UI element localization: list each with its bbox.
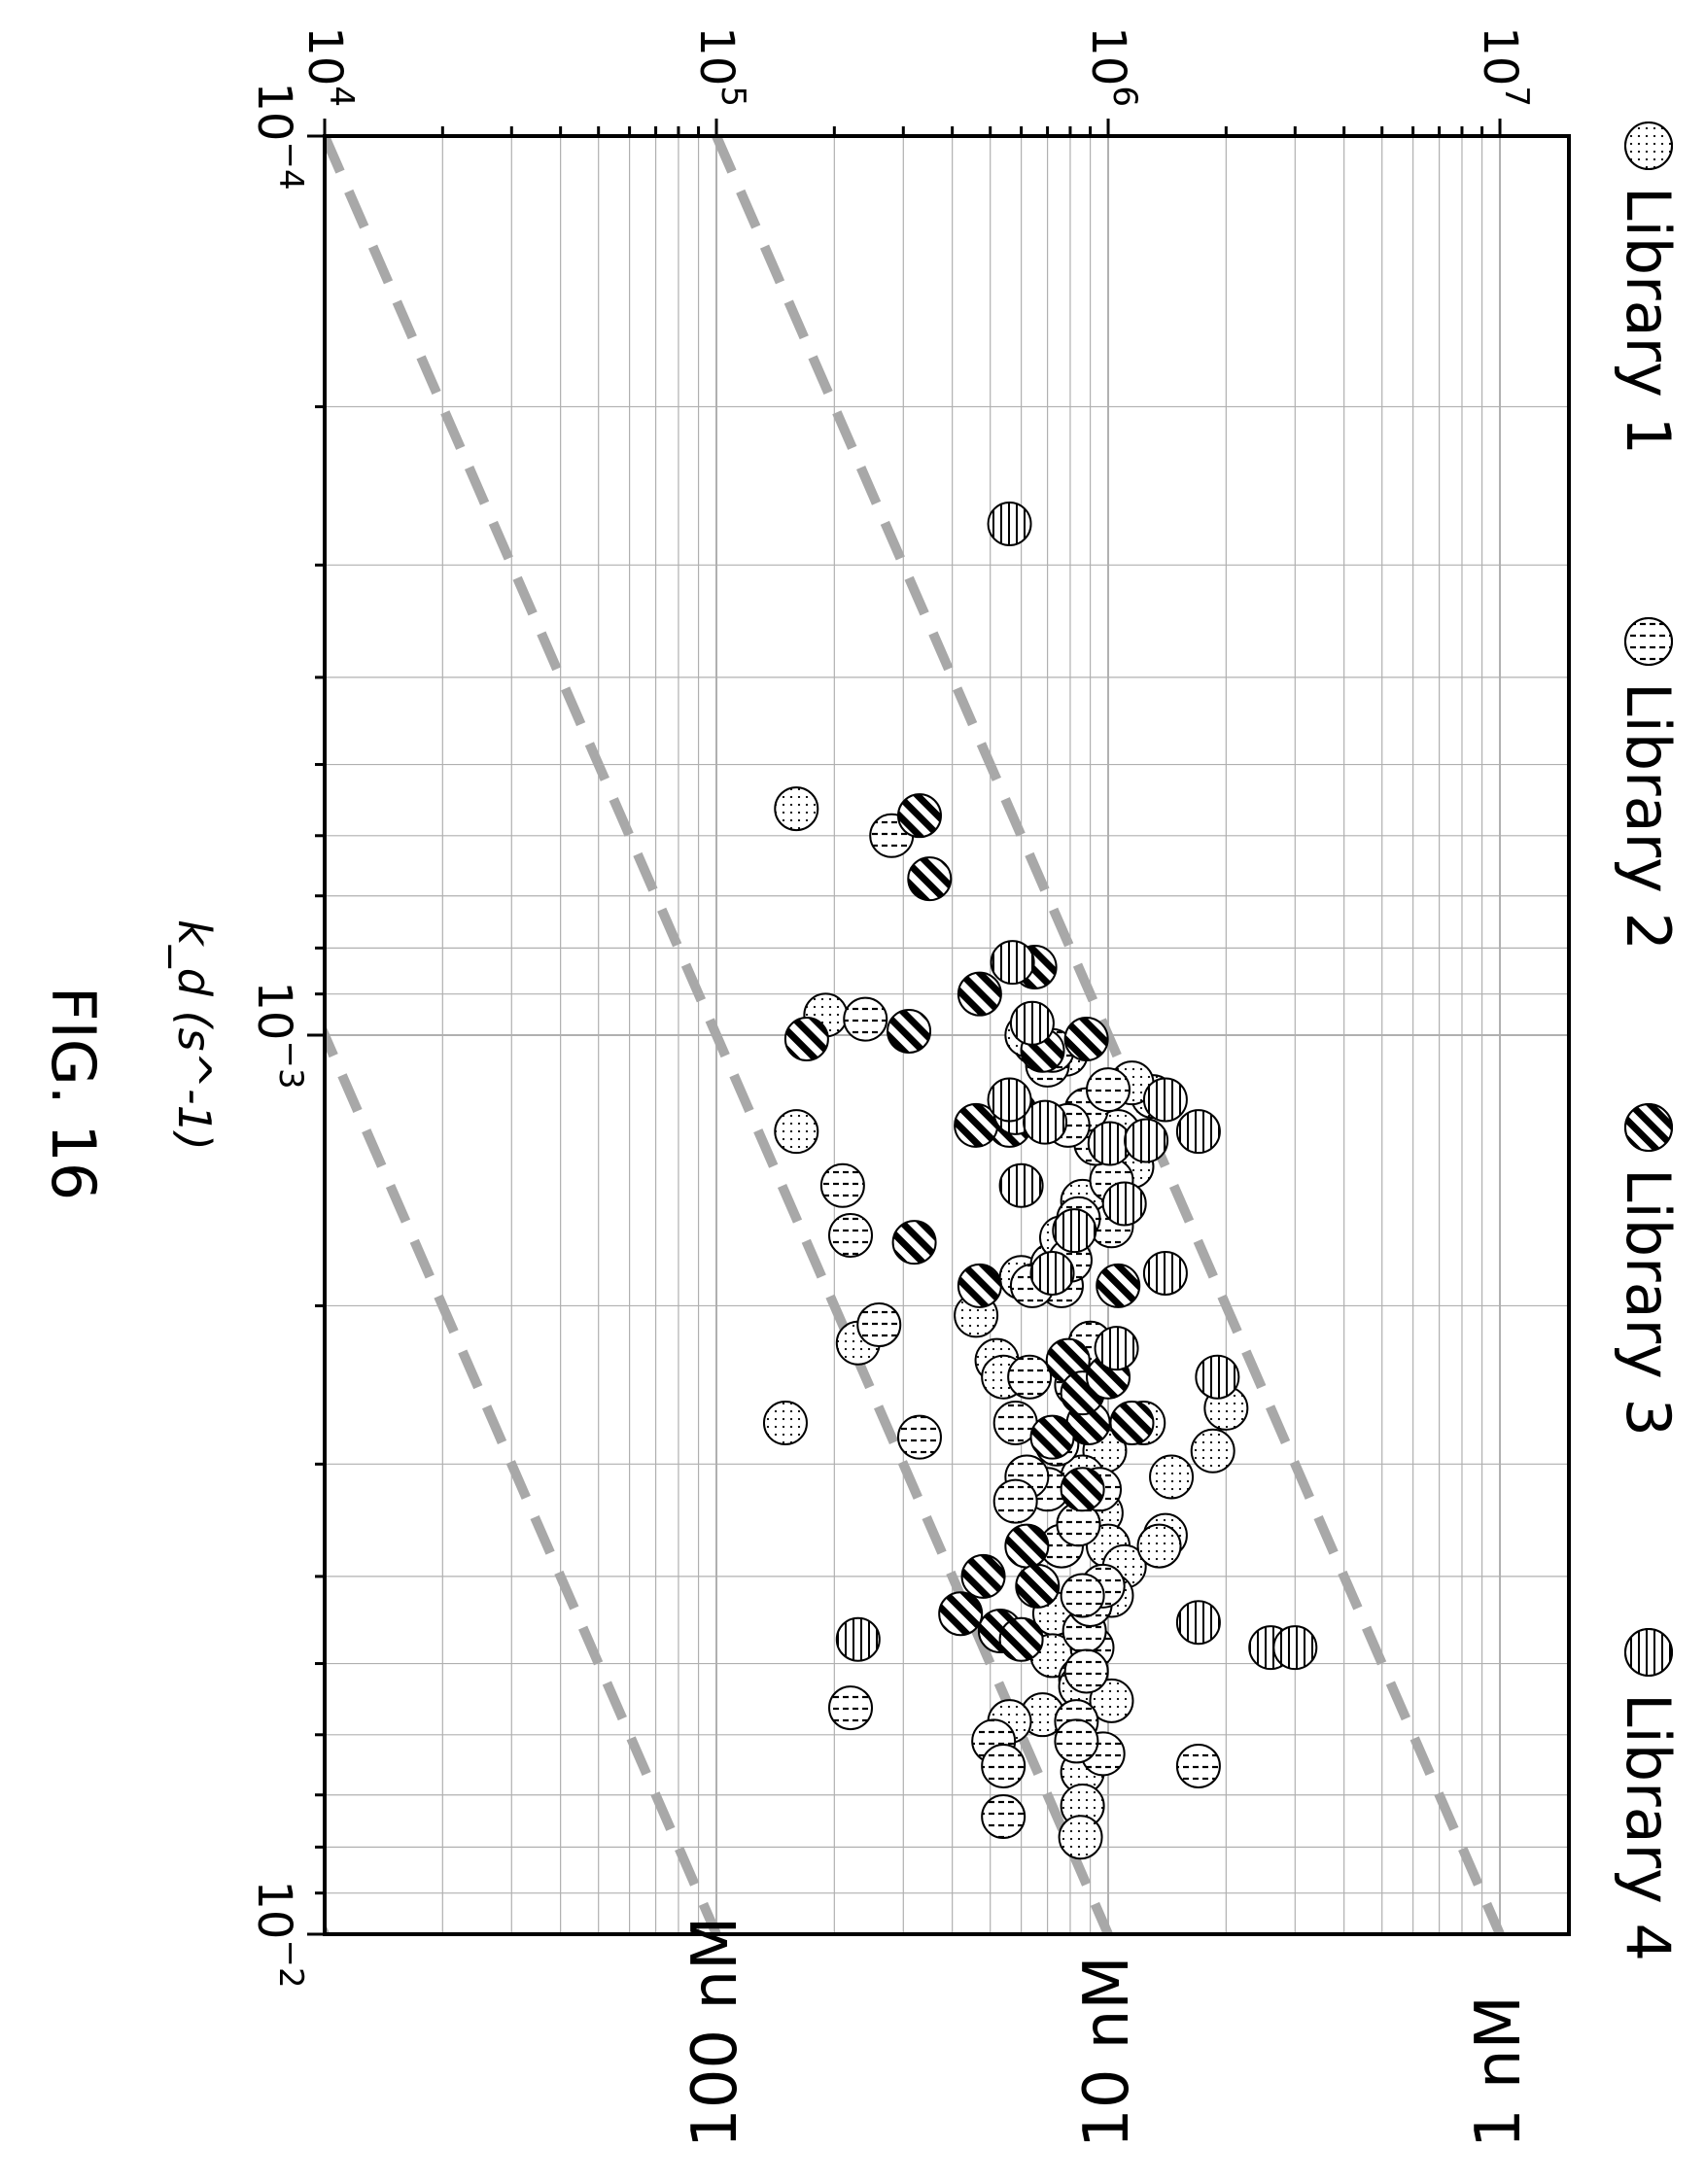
data-point-library-4 xyxy=(987,502,1032,547)
data-point-library-3 xyxy=(998,1616,1044,1662)
data-point-library-3 xyxy=(960,1553,1006,1599)
x-tick-label: 10−3 xyxy=(247,981,310,1089)
data-point-library-1 xyxy=(1190,1428,1235,1473)
y-tick-label: 104 xyxy=(297,26,361,107)
y-tick-label: 105 xyxy=(689,26,752,107)
data-point-library-2 xyxy=(1060,1573,1105,1618)
data-point-library-4 xyxy=(835,1616,881,1662)
data-point-library-3 xyxy=(938,1591,984,1637)
data-point-library-2 xyxy=(1063,1648,1109,1694)
data-point-library-4 xyxy=(1142,1077,1188,1123)
data-point-library-3 xyxy=(1004,1523,1050,1569)
data-point-library-2 xyxy=(843,996,888,1042)
data-point-library-2 xyxy=(981,1794,1026,1840)
data-point-library-4 xyxy=(1052,1208,1097,1254)
data-point-library-4 xyxy=(1175,1600,1221,1646)
data-point-library-3 xyxy=(907,856,953,902)
iso-line xyxy=(325,136,721,1934)
data-point-library-4 xyxy=(990,940,1035,986)
data-point-library-3 xyxy=(1015,1563,1061,1609)
data-point-library-3 xyxy=(957,971,1002,1017)
data-point-library-2 xyxy=(1007,1354,1053,1400)
x-tick-label: 10−2 xyxy=(247,1880,310,1988)
data-point-library-3 xyxy=(783,1016,829,1061)
data-point-library-3 xyxy=(1109,1401,1155,1446)
legend-marker-library-2 xyxy=(1624,617,1673,666)
data-point-library-2 xyxy=(992,1478,1038,1524)
data-point-library-3 xyxy=(957,1263,1002,1308)
data-point-library-3 xyxy=(891,1220,937,1265)
data-point-library-1 xyxy=(774,786,819,832)
legend: Library 1 Library 2 Library 3 Library 4 xyxy=(1613,121,1684,1961)
data-point-library-2 xyxy=(856,1302,902,1348)
data-point-library-4 xyxy=(1124,1118,1169,1163)
figure-caption-group: FIG. 16 xyxy=(38,987,109,1200)
x-tick-label: 10−4 xyxy=(247,82,310,190)
legend-marker-library-4 xyxy=(1624,1628,1673,1677)
data-point-library-2 xyxy=(1086,1067,1131,1113)
data-point-library-4 xyxy=(1009,1000,1055,1046)
data-point-library-4 xyxy=(987,1077,1032,1123)
data-point-library-3 xyxy=(1029,1414,1075,1460)
data-point-library-4 xyxy=(1094,1326,1139,1371)
iso-line-label: 1 nM xyxy=(1463,1995,1535,2148)
data-point-library-1 xyxy=(762,1401,808,1446)
grid xyxy=(324,135,1569,1934)
legend-marker-library-1 xyxy=(1624,121,1673,170)
legend-label-library-1: Library 1 xyxy=(1613,187,1684,455)
y-tick-label: 107 xyxy=(1473,26,1536,107)
data-point-library-2 xyxy=(828,1213,874,1259)
data-point-library-4 xyxy=(1029,1250,1075,1296)
data-point-library-1 xyxy=(1136,1523,1182,1569)
data-point-library-2 xyxy=(896,1414,942,1460)
legend-label-library-2: Library 2 xyxy=(1613,682,1684,951)
y-tick-label: 106 xyxy=(1081,26,1144,107)
data-point-library-2 xyxy=(1175,1743,1221,1788)
data-point-library-4 xyxy=(1142,1250,1188,1296)
data-point-library-4 xyxy=(1175,1109,1221,1155)
data-point-library-2 xyxy=(819,1162,865,1208)
data-point-library-2 xyxy=(981,1743,1026,1788)
data-point-library-4 xyxy=(1272,1625,1318,1671)
data-points xyxy=(762,502,1318,1860)
legend-label-library-3: Library 3 xyxy=(1613,1168,1684,1437)
iso-line-label: 10 nM xyxy=(1071,1956,1143,2148)
legend-marker-library-3 xyxy=(1624,1103,1673,1152)
iso-line xyxy=(325,136,1113,1934)
data-point-library-1 xyxy=(1089,1678,1134,1723)
figure-caption: FIG. 16 xyxy=(38,987,109,1200)
data-point-library-4 xyxy=(998,1162,1044,1208)
data-point-library-3 xyxy=(887,1008,932,1054)
data-point-library-1 xyxy=(774,1109,819,1155)
data-point-library-1 xyxy=(1149,1454,1195,1500)
data-point-library-4 xyxy=(1195,1354,1240,1400)
iso-line-label: 100 nM xyxy=(679,1917,751,2148)
data-point-library-2 xyxy=(1054,1718,1099,1764)
iso-line-labels: 1 nM 10 nM 100 nM xyxy=(679,1917,1535,2148)
data-point-library-3 xyxy=(896,793,942,839)
data-point-library-3 xyxy=(1060,1467,1105,1512)
x-axis-label: k_d (s^-1) xyxy=(168,919,221,1151)
data-point-library-3 xyxy=(1096,1263,1141,1308)
data-point-library-1 xyxy=(1058,1815,1103,1860)
data-point-library-3 xyxy=(1063,1016,1109,1061)
data-point-library-4 xyxy=(1023,1099,1068,1145)
data-point-library-4 xyxy=(1101,1181,1147,1227)
legend-label-library-4: Library 4 xyxy=(1613,1693,1684,1961)
data-point-library-2 xyxy=(828,1685,874,1731)
